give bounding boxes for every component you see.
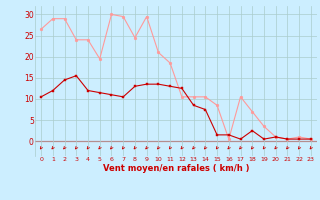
X-axis label: Vent moyen/en rafales ( km/h ): Vent moyen/en rafales ( km/h ) [103,164,249,173]
